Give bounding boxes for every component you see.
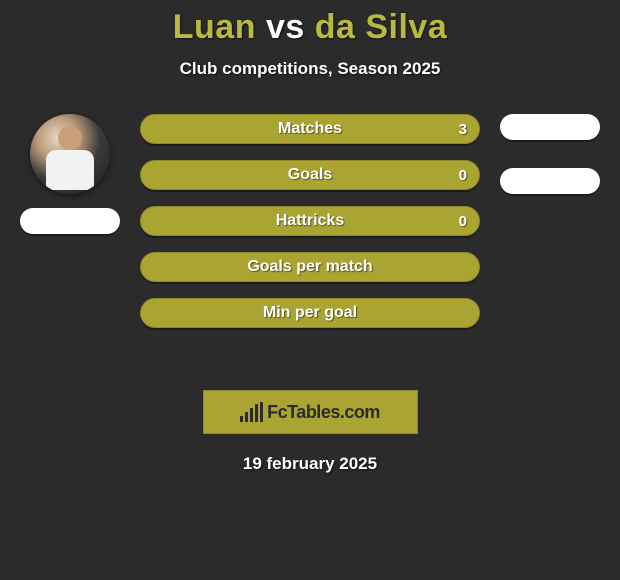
stat-matches-label: Matches [278, 120, 342, 138]
title-player2: da Silva [315, 8, 448, 46]
stats-column: Matches 3 Goals 0 Hattricks 0 Goals per … [140, 114, 480, 344]
comparison-title: Luan vs da Silva [0, 0, 620, 47]
logo-bar [240, 416, 243, 422]
player2-name-pill-1 [500, 114, 600, 140]
logo-bar [255, 404, 258, 422]
logo-bar [260, 402, 263, 422]
player2-name-pill-2 [500, 168, 600, 194]
logo-text: FcTables.com [267, 402, 380, 423]
logo-bar [245, 412, 248, 422]
content-wrapper: Luan vs da Silva Club competitions, Seas… [0, 0, 620, 580]
stat-hattricks-label: Hattricks [276, 212, 344, 230]
title-vs: vs [266, 8, 305, 46]
stat-goals-label: Goals [288, 166, 332, 184]
player-left-column [0, 114, 140, 234]
stat-row-goals: Goals 0 [140, 160, 480, 190]
stat-gpm-label: Goals per match [247, 258, 372, 276]
stat-matches-right: 3 [459, 121, 467, 138]
subtitle: Club competitions, Season 2025 [0, 59, 620, 79]
player1-name-pill [20, 208, 120, 234]
stat-row-matches: Matches 3 [140, 114, 480, 144]
logo-box: FcTables.com [203, 390, 418, 434]
stat-hattricks-right: 0 [459, 213, 467, 230]
date-text: 19 february 2025 [0, 454, 620, 474]
stat-goals-right: 0 [459, 167, 467, 184]
title-player1: Luan [173, 8, 256, 46]
player1-avatar [30, 114, 110, 194]
logo-bar [250, 408, 253, 422]
comparison-zone: Matches 3 Goals 0 Hattricks 0 Goals per … [0, 114, 620, 374]
stat-row-hattricks: Hattricks 0 [140, 206, 480, 236]
stat-row-mpg: Min per goal [140, 298, 480, 328]
stat-mpg-label: Min per goal [263, 304, 357, 322]
logo-bars-icon [240, 402, 263, 422]
stat-row-gpm: Goals per match [140, 252, 480, 282]
